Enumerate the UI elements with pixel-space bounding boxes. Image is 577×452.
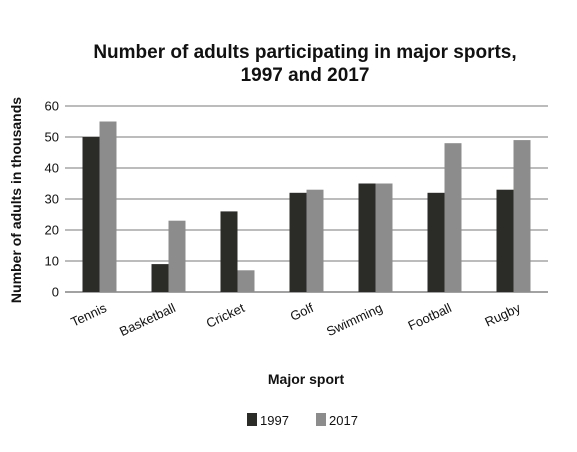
x-tick-label: Basketball <box>117 300 178 339</box>
bar-2017-tennis <box>99 121 117 292</box>
y-tick-label: 0 <box>52 285 59 300</box>
legend-swatch-1997 <box>247 413 257 426</box>
y-tick-label: 10 <box>45 254 59 269</box>
x-tick-labels: Tennis Basketball Cricket Golf Swimming Footb… <box>68 300 523 339</box>
bar-1997-football <box>427 192 445 292</box>
x-tick-label: Cricket <box>204 300 247 331</box>
bars <box>82 121 531 292</box>
bar-1997-rugby <box>496 189 514 292</box>
legend-label-1997: 1997 <box>260 413 289 428</box>
gridlines <box>65 105 548 293</box>
chart-title-line-1: Number of adults participating in major … <box>93 42 516 63</box>
bar-2017-football <box>444 143 462 292</box>
y-axis-label: Number of adults in thousands <box>8 97 24 303</box>
x-tick-label: Tennis <box>68 300 109 330</box>
bar-2017-swimming <box>375 183 393 292</box>
bar-2017-golf <box>306 189 324 292</box>
y-tick-label: 20 <box>45 223 59 238</box>
y-tick-label: 40 <box>45 161 59 176</box>
y-tick-label: 30 <box>45 192 59 207</box>
legend-swatch-2017 <box>316 413 326 426</box>
bar-2017-rugby <box>513 140 531 292</box>
legend-label-2017: 2017 <box>329 413 358 428</box>
legend: 1997 2017 <box>247 413 358 428</box>
x-tick-label: Golf <box>288 300 316 324</box>
x-axis-label: Major sport <box>268 371 345 387</box>
bar-1997-cricket <box>220 211 238 292</box>
bar-1997-swimming <box>358 183 376 292</box>
chart-title-line-2: 1997 and 2017 <box>241 65 370 86</box>
y-tick-label: 60 <box>45 99 59 114</box>
bar-2017-cricket <box>237 270 255 292</box>
x-tick-label: Swimming <box>324 300 385 339</box>
bar-1997-basketball <box>151 264 169 292</box>
bar-1997-tennis <box>82 137 100 292</box>
y-tick-label: 50 <box>45 130 59 145</box>
bar-1997-golf <box>289 192 307 292</box>
y-tick-labels: 0 10 20 30 40 50 60 <box>45 99 59 300</box>
x-tick-label: Rugby <box>482 300 523 330</box>
bar-2017-basketball <box>168 220 186 292</box>
x-tick-label: Football <box>406 300 454 333</box>
